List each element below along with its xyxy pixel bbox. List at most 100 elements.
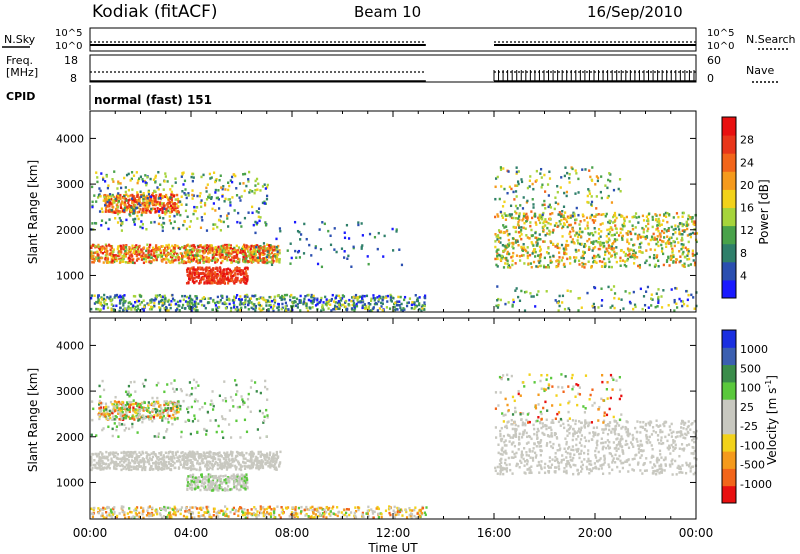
echo-cell (126, 464, 129, 467)
echo-cell (257, 467, 260, 470)
echo-cell (121, 222, 124, 225)
echo-cell (181, 294, 184, 298)
echo-cell (231, 247, 235, 251)
echo-cell (183, 246, 186, 250)
echo-cell (385, 306, 389, 309)
echo-cell (129, 250, 132, 254)
echo-cell (142, 305, 146, 309)
echo-cell (298, 230, 301, 234)
echo-cell (170, 190, 173, 194)
echo-cell (107, 196, 110, 199)
echo-cell (346, 257, 349, 260)
echo-cell (251, 302, 254, 306)
echo-cell (219, 174, 222, 177)
echo-cell (269, 451, 272, 454)
echo-cell (509, 214, 512, 218)
echo-cell (541, 183, 544, 187)
echo-cell (141, 466, 144, 470)
echo-cell (295, 304, 298, 307)
echo-cell (496, 234, 500, 237)
echo-cell (108, 218, 111, 221)
echo-cell (519, 230, 522, 234)
echo-cell (677, 225, 680, 228)
echo-cell (164, 451, 167, 455)
echo-cell (333, 227, 336, 230)
echo-cell (660, 306, 664, 309)
echo-cell (265, 456, 269, 459)
echo-cell (154, 248, 157, 251)
echo-cell (134, 450, 137, 454)
echo-cell (209, 271, 212, 275)
echo-cell (163, 456, 166, 459)
echo-cell (212, 202, 215, 205)
echo-cell (105, 467, 108, 470)
echo-cell (167, 300, 170, 303)
echo-cell (631, 227, 635, 231)
echo-cell (267, 244, 271, 247)
echo-cell (266, 243, 269, 246)
echo-cell (227, 243, 231, 247)
echo-cell (293, 220, 297, 224)
echo-cell (631, 224, 634, 227)
echo-cell (195, 272, 199, 275)
echo-cell (233, 209, 236, 212)
echo-cell (154, 454, 158, 458)
echo-cell (195, 279, 198, 283)
echo-cell (231, 274, 234, 278)
echo-cell (207, 195, 210, 199)
echo-cell (272, 456, 275, 460)
echo-cell (232, 460, 236, 463)
echo-cell (191, 298, 194, 302)
echo-cell (386, 300, 389, 303)
echo-cell (167, 466, 170, 470)
echo-cell (539, 255, 542, 258)
echo-cell (296, 306, 299, 309)
echo-cell (116, 205, 120, 209)
echo-cell (595, 195, 598, 198)
echo-cell (518, 226, 521, 229)
echo-cell (561, 235, 564, 238)
echo-cell (181, 306, 184, 309)
echo-cell (141, 249, 144, 253)
echo-cell (132, 205, 135, 208)
echo-cell (608, 228, 611, 231)
echo-cell (632, 253, 635, 257)
echo-cell (225, 458, 228, 461)
echo-cell (171, 256, 174, 259)
echo-cell (129, 194, 132, 197)
echo-cell (563, 191, 566, 195)
echo-cell (257, 211, 260, 214)
echo-cell (119, 295, 123, 299)
echo-cell (508, 232, 511, 236)
echo-cell (101, 459, 104, 463)
echo-cell (262, 261, 265, 264)
echo-cell (194, 294, 197, 298)
echo-cell (165, 309, 169, 312)
echo-cell (219, 466, 222, 470)
echo-cell (100, 296, 103, 299)
echo-cell (504, 218, 508, 221)
echo-cell (164, 210, 167, 214)
echo-cell (243, 216, 247, 220)
echo-cell (687, 252, 690, 255)
echo-cell (267, 308, 270, 311)
echo-cell (147, 404, 150, 407)
echo-cell (183, 294, 186, 298)
echo-cell (531, 198, 534, 201)
echo-cell (234, 267, 237, 270)
echo-cell (604, 264, 607, 268)
echo-cell (623, 260, 627, 263)
echo-cell (636, 237, 640, 241)
echo-cell (566, 171, 569, 175)
colorbar-tick-label: 24 (740, 156, 754, 169)
echo-cell (216, 452, 220, 456)
echo-cell (418, 302, 421, 305)
echo-cell (115, 463, 119, 467)
freq-nave-panel: Freq. [MHz] Nave 18 8 60 0 (6, 54, 778, 85)
echo-cell (117, 409, 120, 412)
echo-cell (261, 185, 265, 188)
echo-cell (214, 191, 217, 194)
echo-cell (239, 468, 243, 472)
echo-cell (105, 249, 108, 252)
echo-cell (599, 240, 602, 244)
